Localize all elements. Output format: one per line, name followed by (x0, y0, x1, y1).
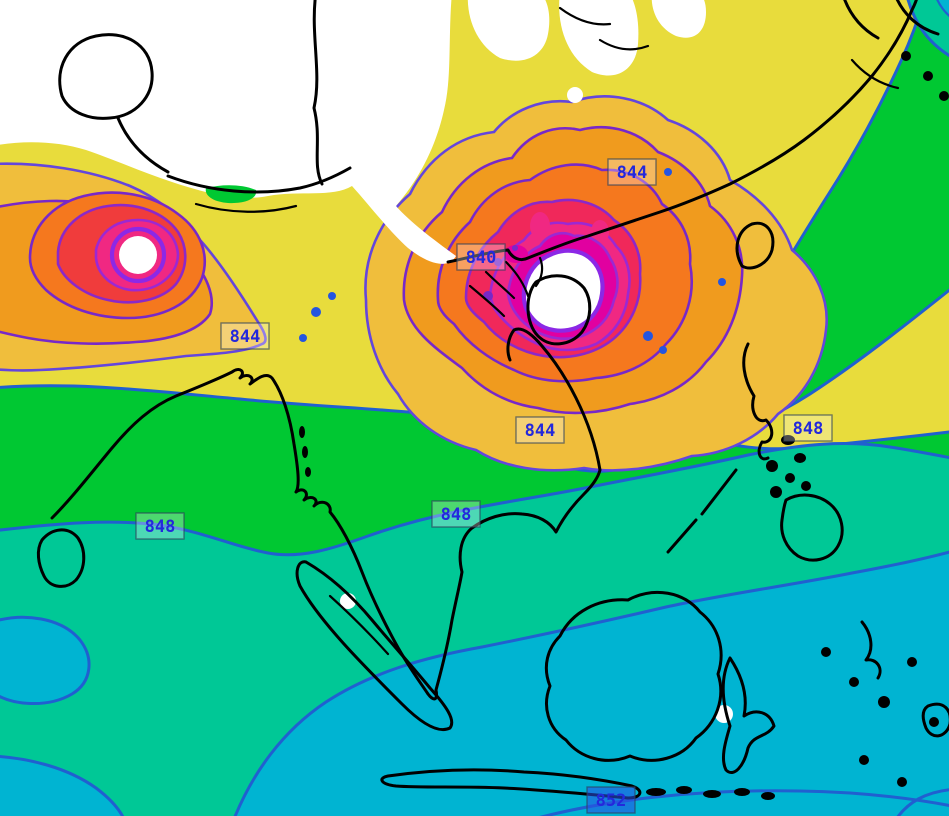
contour-label-text: 848 (145, 517, 176, 537)
coastline-mindanao (780, 493, 844, 562)
border-nepal-ridge (194, 202, 298, 213)
contour-label-box (515, 416, 565, 444)
border-west-china (312, 0, 324, 186)
west-low-inner-ring (109, 226, 167, 284)
coastline-palawan (666, 468, 738, 554)
contour-label-844-ne: 844 (607, 158, 657, 186)
contour-band-cyan-west-patch (0, 615, 91, 705)
contour-label-text: 844 (230, 327, 261, 347)
river-yellow-squiggles (558, 6, 650, 51)
coastline-india-indochina (50, 327, 602, 701)
contour-band-cyan-corner (936, 0, 949, 18)
contour-speckle-blue-5 (659, 346, 667, 354)
contour-label-box (783, 414, 833, 442)
coastline-tonkin-detail (468, 256, 544, 318)
contour-label-box (135, 512, 185, 540)
contour-label-box (607, 158, 657, 186)
coastline-borneo (544, 590, 723, 762)
contour-label-text: 848 (441, 505, 472, 525)
border-kashmir (58, 33, 170, 174)
contour-label-text: 844 (617, 163, 648, 183)
coastline-halmahera (860, 620, 882, 680)
contour-label-840-center: 840 (456, 243, 506, 271)
contour-label-text: 844 (525, 421, 556, 441)
contour-label-box (456, 243, 506, 271)
coastline-japan-korea (843, 0, 949, 101)
coastline-sumatra-inner (328, 594, 390, 656)
contour-label-848-center: 848 (431, 500, 481, 528)
coastline-visayas (766, 435, 811, 498)
contour-speckle-purple-1 (494, 258, 502, 266)
coastline-sri-lanka (36, 528, 86, 588)
masked-terrain-plateau (0, 0, 456, 264)
masked-terrain-patch-1 (467, 0, 550, 61)
contour-speckle-blue-2 (328, 292, 336, 300)
contour-speckle-blue-3 (299, 334, 307, 342)
coastline-moluccas (821, 647, 939, 787)
central-low-center-white (521, 248, 605, 333)
coastline-china (446, 0, 918, 264)
contour-label-box (431, 500, 481, 528)
contour-speckle-blue-1 (311, 307, 321, 317)
contour-speckle-blue-7 (718, 278, 726, 286)
contour-label-844-south: 844 (515, 416, 565, 444)
contour-label-text: 840 (466, 248, 497, 268)
contour-band-cyan-main (233, 550, 949, 816)
west-low-center-white (119, 236, 157, 274)
coastline-sumatra (295, 560, 454, 731)
central-low-flare-1 (530, 212, 550, 240)
contour-label-844-west: 844 (220, 322, 270, 350)
border-nepal (166, 166, 352, 194)
contour-speckle-blue-4 (643, 331, 653, 341)
contour-label-text: 848 (793, 419, 824, 439)
contour-speckle-purple-3 (512, 245, 518, 251)
coastline-hainan (526, 274, 592, 346)
contour-speckle-blue-6 (664, 168, 672, 176)
contour-label-box (220, 322, 270, 350)
coastline-andaman-islands (299, 426, 311, 477)
coastline-lesser-sunda (646, 786, 775, 800)
contour-label-848-west: 848 (135, 512, 185, 540)
masked-terrain-patch-3 (651, 0, 706, 38)
contour-label-text: 852 (596, 791, 627, 811)
coastline-new-guinea-tip (921, 702, 949, 738)
contour-band-teal-corner (906, 0, 949, 58)
coastline-luzon (742, 342, 774, 461)
contour-label-848-east: 848 (783, 414, 833, 442)
coastline-sulawesi (721, 656, 776, 774)
contour-band-cyan-southwest (0, 755, 125, 816)
masked-terrain-spot (567, 87, 583, 103)
coastline-taiwan (735, 221, 775, 270)
contour-label-852-bottom: 852 (586, 786, 636, 814)
contour-label-box (586, 786, 636, 814)
